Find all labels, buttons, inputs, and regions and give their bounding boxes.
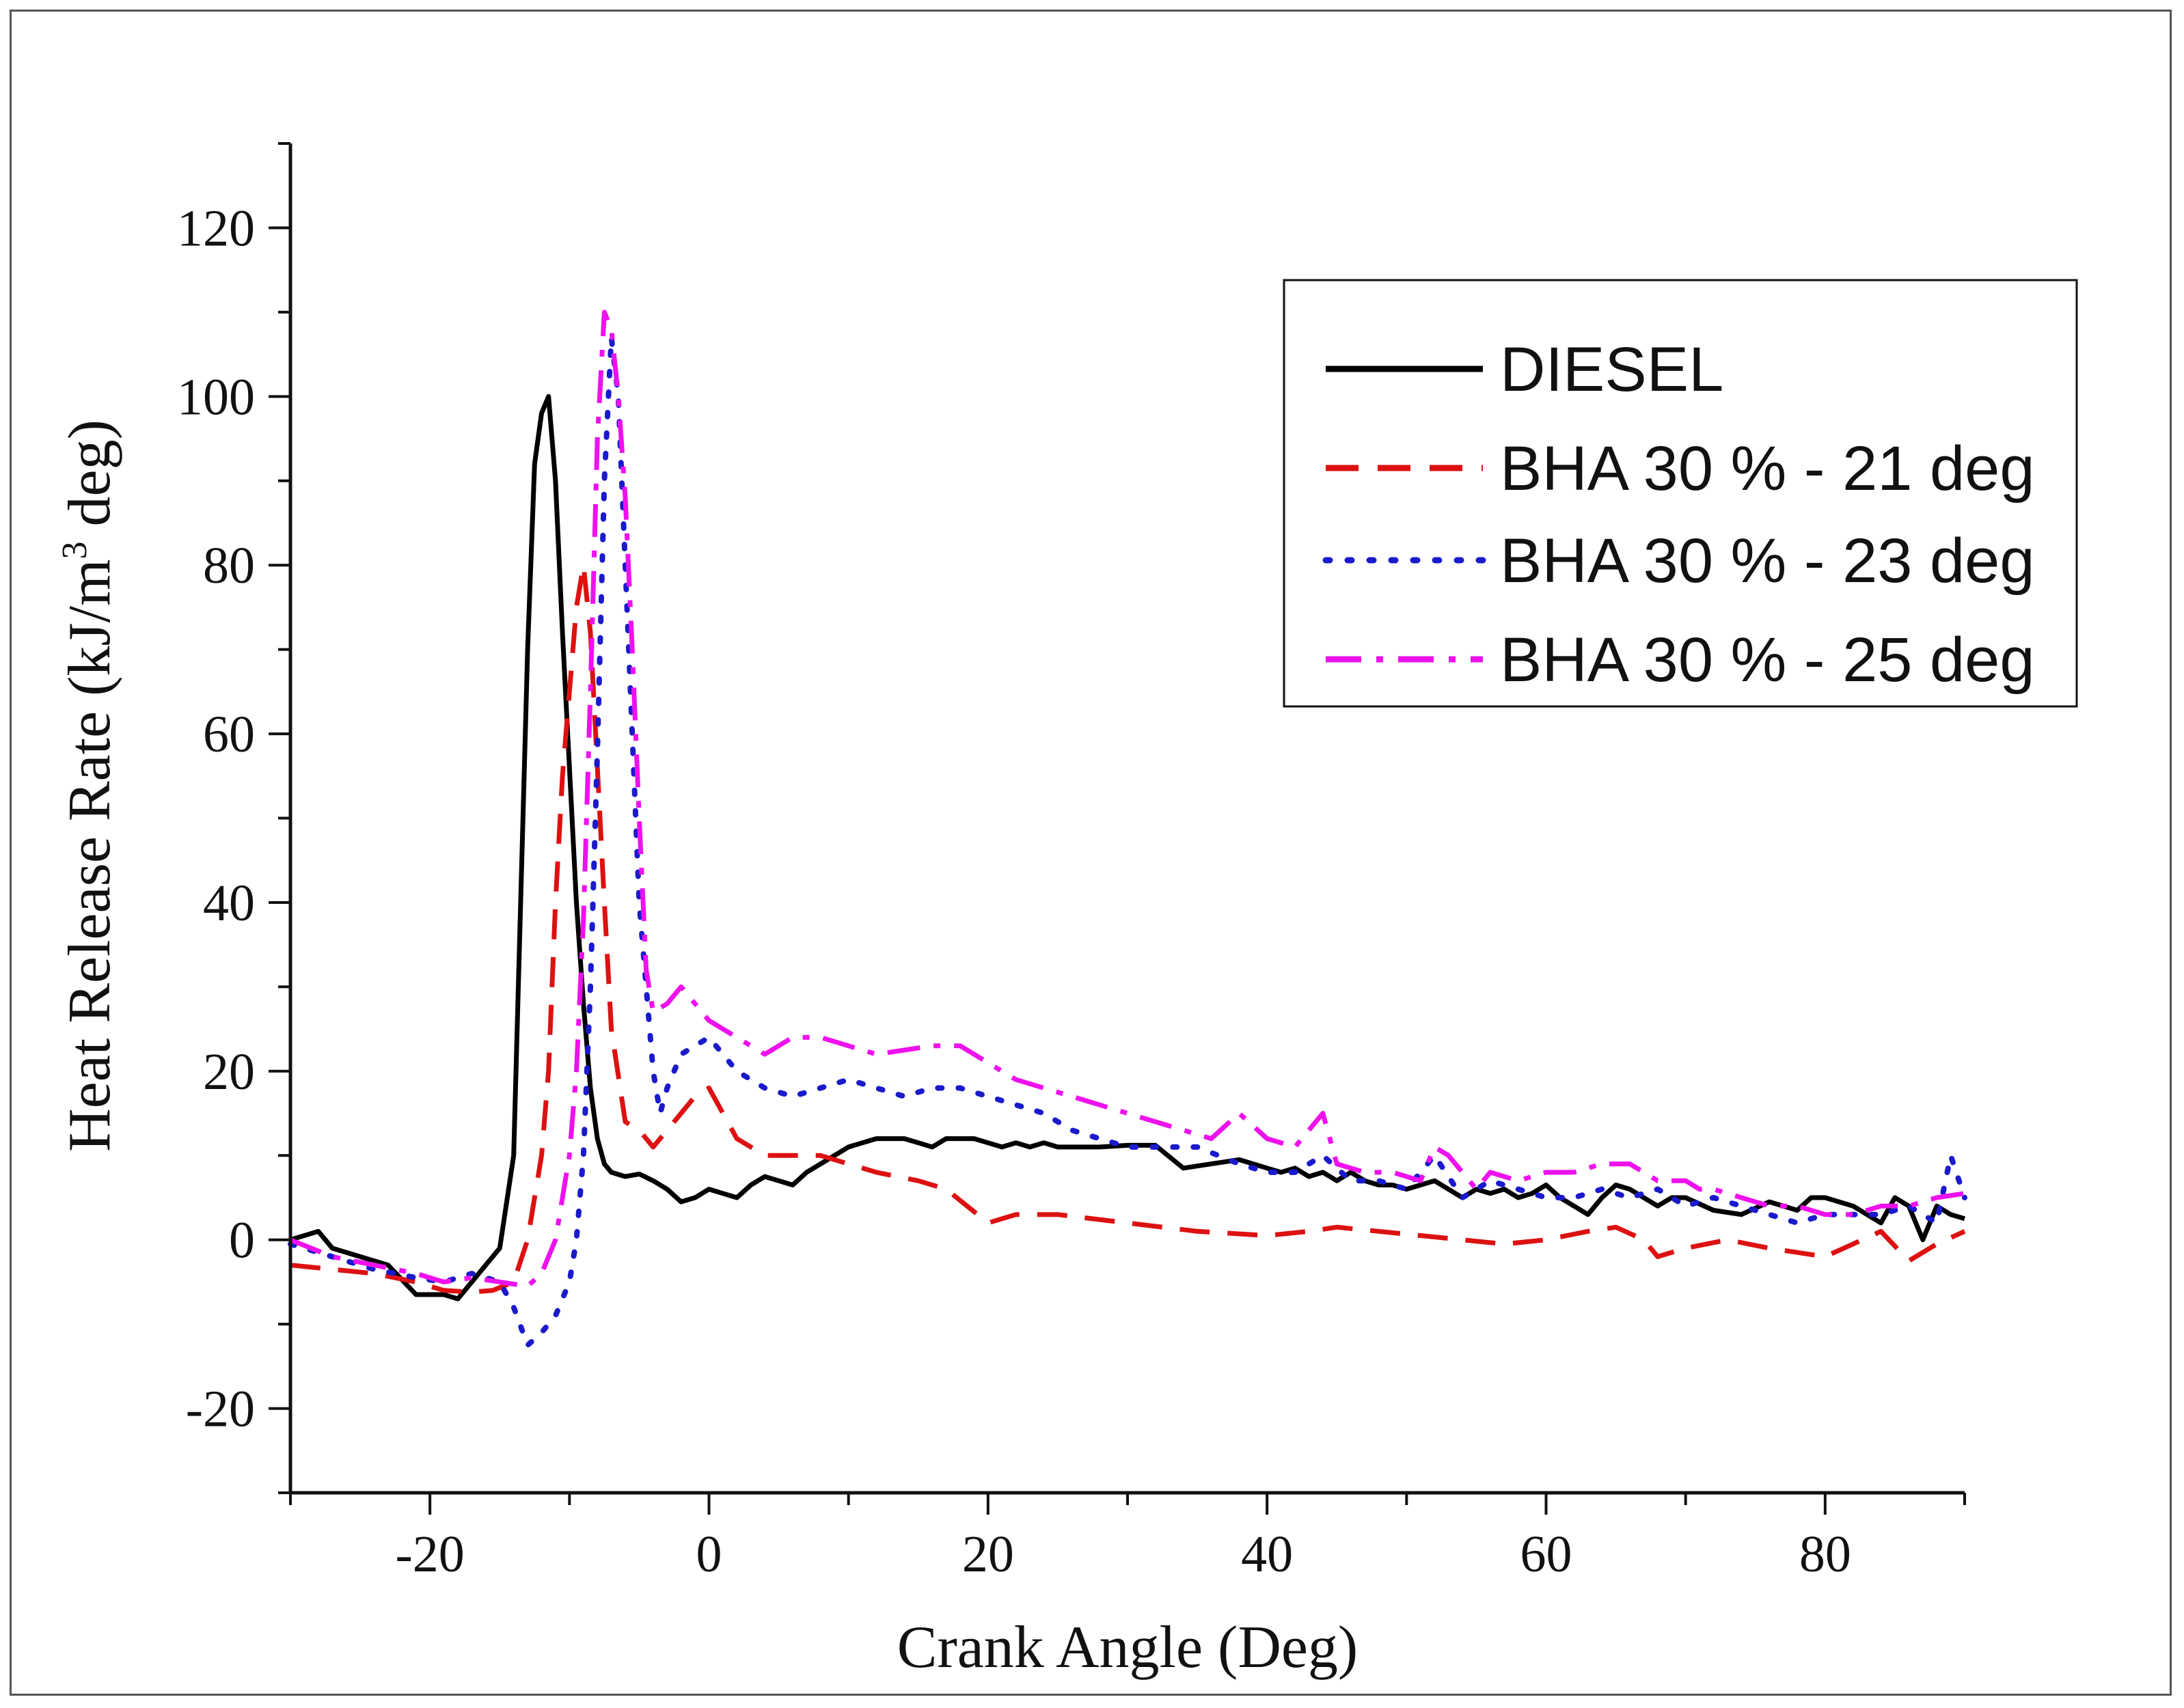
y-tick-label: 120 xyxy=(177,199,255,257)
x-tick-label: 80 xyxy=(1799,1526,1851,1583)
y-tick-label: -20 xyxy=(186,1381,255,1438)
chart-frame xyxy=(10,10,2172,1696)
legend-label-bha-23: BHA 30 % - 23 deg xyxy=(1500,526,2035,596)
series-bha-21-line xyxy=(290,562,1966,1295)
y-axis-title-tail: deg) xyxy=(57,419,123,541)
legend: DIESEL BHA 30 % - 21 deg BHA 30 % - 23 d… xyxy=(1283,279,2078,708)
series-bha-25-line xyxy=(289,309,1965,1289)
y-tick-label: 100 xyxy=(177,368,255,426)
y-tick-label: 0 xyxy=(229,1212,255,1269)
legend-box xyxy=(1283,279,2078,708)
legend-label-bha-21: BHA 30 % - 21 deg xyxy=(1500,434,2035,504)
y-axis-title-main: Heat Release Rate (kJ/m xyxy=(57,559,123,1151)
legend-label-bha-25: BHA 30 % - 25 deg xyxy=(1500,625,2035,695)
x-tick-label: 60 xyxy=(1520,1526,1572,1583)
x-tick-label: 40 xyxy=(1241,1526,1293,1583)
series-bha-23-line xyxy=(288,334,1967,1348)
x-tick-label: 0 xyxy=(696,1526,722,1583)
series-diesel-line xyxy=(289,394,1966,1301)
y-tick-label: 60 xyxy=(203,706,255,763)
y-tick-label: 40 xyxy=(203,874,255,932)
y-tick-label: 80 xyxy=(203,537,255,594)
y-tick-label: 20 xyxy=(203,1043,255,1101)
y-axis-title-sup: 3 xyxy=(55,541,94,559)
x-axis-title: Crank Angle (Deg) xyxy=(897,1614,1358,1681)
legend-label-diesel: DIESEL xyxy=(1500,335,1723,404)
x-tick-label: 20 xyxy=(962,1526,1014,1583)
y-axis-title: Heat Release Rate (kJ/m3 deg) xyxy=(55,419,123,1152)
x-tick-label: -20 xyxy=(396,1526,465,1583)
